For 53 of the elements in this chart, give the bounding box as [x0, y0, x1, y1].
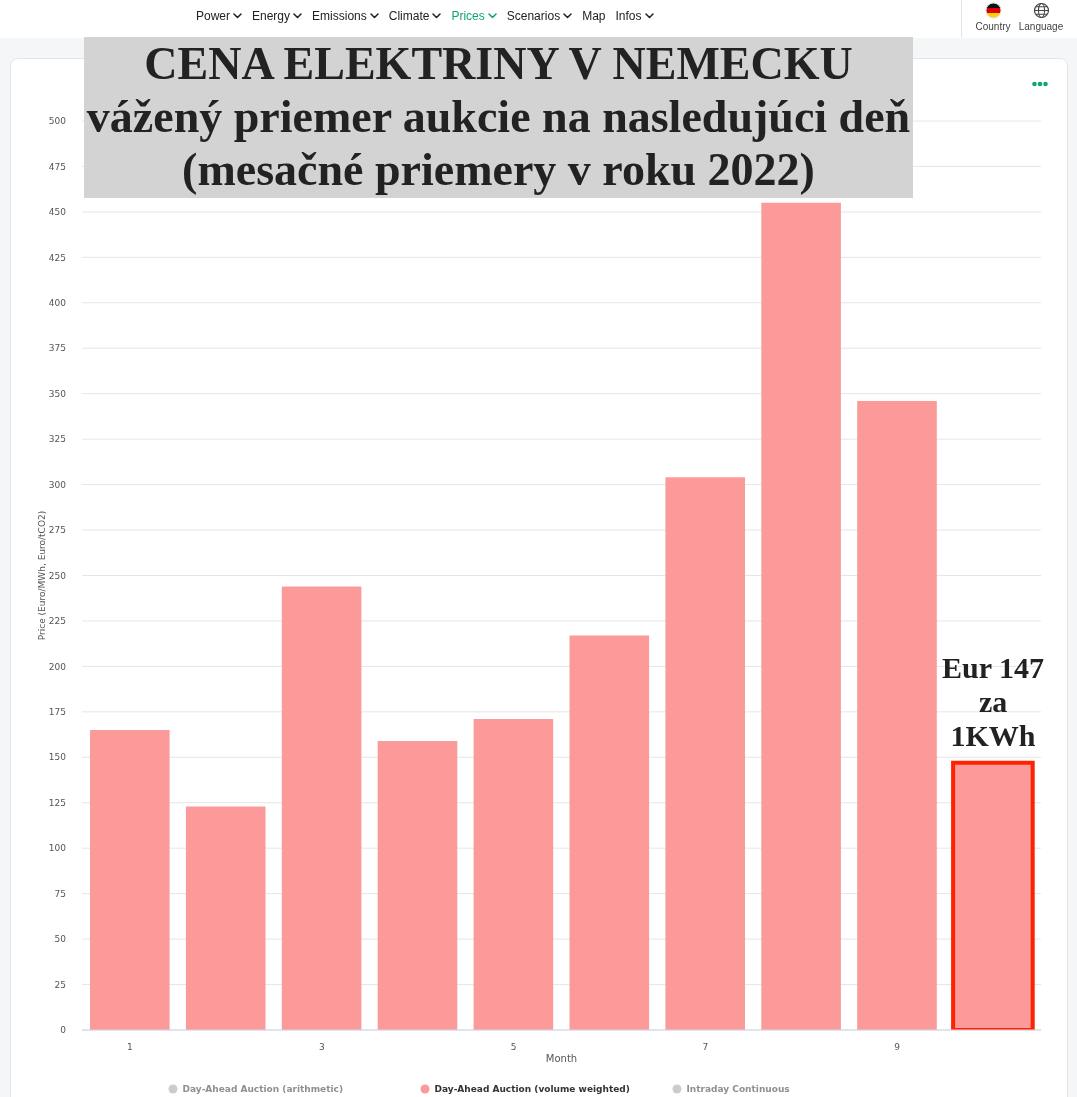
x-tick-label: 9	[894, 1042, 901, 1053]
chart-title: CENA ELEKTRINY V NEMECKU	[143, 37, 854, 90]
y-tick-label: 25	[54, 979, 66, 990]
y-tick-label: 275	[48, 525, 66, 536]
bar	[281, 586, 362, 1030]
y-tick-label: 425	[48, 252, 66, 263]
y-tick-label: 125	[48, 797, 66, 808]
bar	[761, 202, 841, 1030]
legend-label: Day-Ahead Auction (volume weighted)	[434, 1083, 630, 1094]
y-tick-label: 475	[48, 161, 66, 172]
y-tick-label: 250	[48, 570, 67, 581]
text: Prices	[451, 9, 485, 23]
y-tick-label: 75	[54, 888, 66, 899]
text: Map	[582, 9, 606, 23]
bar	[665, 477, 745, 1030]
x-axis-title: Month	[545, 1053, 578, 1064]
y-tick-label: 175	[48, 707, 66, 718]
annotation: Eur 147 za 1KWh	[942, 650, 1045, 753]
bar	[90, 730, 170, 1030]
chart-subtitle: vážený priemer aukcie na nasledujúci deň (mesačné priemery v roku 2022)	[85, 90, 912, 196]
y-tick-label: 225	[48, 616, 66, 627]
text: Country	[975, 21, 1011, 32]
y-tick-label: 350	[48, 388, 67, 399]
y-tick-label: 500	[48, 116, 67, 127]
legend-label: Day-Ahead Auction (arithmetic)	[182, 1083, 344, 1094]
text: Scenarios	[506, 9, 561, 23]
y-tick-label: 50	[54, 934, 67, 945]
y-tick-label: 325	[48, 434, 66, 445]
text: Power	[196, 9, 231, 23]
text: Energy	[252, 9, 291, 23]
x-tick-label: 7	[702, 1042, 709, 1053]
text: Language	[1018, 21, 1064, 32]
y-axis-title: Price (Euro/MWh, Euro/tCO2)	[37, 510, 48, 641]
y-tick-label: 400	[48, 297, 67, 308]
x-tick-label: 5	[510, 1042, 517, 1053]
bar	[185, 806, 266, 1030]
y-tick-label: 375	[48, 343, 66, 354]
bar	[377, 740, 458, 1030]
y-tick-label: 200	[48, 661, 67, 672]
x-tick-label: 1	[127, 1042, 133, 1053]
legend-label: Intraday Continuous	[686, 1083, 790, 1094]
y-tick-label: 300	[48, 479, 67, 490]
bar	[569, 635, 650, 1030]
y-tick-label: 100	[48, 843, 67, 854]
y-tick-label: 150	[48, 752, 67, 763]
text: Climate	[388, 9, 430, 23]
text: Emissions	[312, 9, 367, 23]
x-tick-label: 3	[318, 1042, 325, 1053]
bar	[473, 719, 554, 1030]
y-tick-label: 0	[60, 1025, 67, 1036]
y-tick-label: 450	[48, 207, 67, 218]
text: Infos	[615, 9, 642, 23]
bar	[857, 400, 937, 1030]
